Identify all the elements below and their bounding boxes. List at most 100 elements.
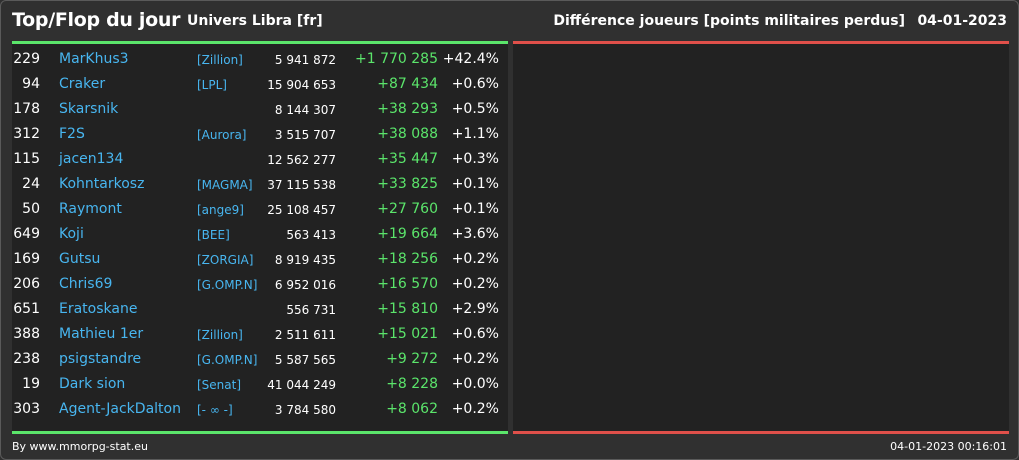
- difference-cell: +16 570: [377, 276, 438, 292]
- table-row: 19 Dark sion [Senat] 41 044 249 +8 228 +0.0%: [12, 373, 508, 398]
- table-row: 50 Raymont [ange9] 25 108 457 +27 760 +0.1%: [12, 198, 508, 223]
- rank-cell: 229: [13, 51, 40, 67]
- universe-label: Univers Libra [fr]: [187, 13, 323, 29]
- top-panel-bar-bottom: [12, 431, 508, 434]
- points-cell: 12 562 277: [267, 153, 336, 167]
- difference-cell: +33 825: [377, 176, 438, 192]
- page-title: Top/Flop du jour: [12, 9, 181, 31]
- player-name-link[interactable]: F2S: [59, 126, 85, 142]
- alliance-link[interactable]: [G.OMP.N]: [197, 278, 258, 292]
- points-cell: 5 941 872: [274, 53, 336, 67]
- rank-cell: 178: [13, 101, 40, 117]
- table-row: 94 Craker [LPL] 15 904 653 +87 434 +0.6%: [12, 73, 508, 98]
- header-date: 04-01-2023: [917, 13, 1007, 29]
- table-row: 24 Kohntarkosz [MAGMA] 37 115 538 +33 825 +0.…: [12, 173, 508, 198]
- rank-cell: 303: [13, 401, 40, 417]
- rank-cell: 651: [13, 301, 40, 317]
- alliance-link[interactable]: [MAGMA]: [197, 178, 253, 192]
- table-row: 649 Koji [BEE] 563 413 +19 664 +3.6%: [12, 223, 508, 248]
- alliance-link[interactable]: [LPL]: [197, 78, 227, 92]
- table-row: 206 Chris69 [G.OMP.N] 6 952 016 +16 570 +0.2%: [12, 273, 508, 298]
- rank-cell: 94: [22, 76, 40, 92]
- points-cell: 8 919 435: [274, 253, 336, 267]
- table-row: 229 MarKhus3 [Zillion] 5 941 872 +1 770 285 +…: [12, 48, 508, 73]
- rank-cell: 388: [13, 326, 40, 342]
- difference-cell: +8 228: [386, 376, 438, 392]
- flop-panel-bar-bottom: [513, 431, 1009, 434]
- difference-cell: +38 088: [377, 126, 438, 142]
- flop-panel-bar-top: [513, 41, 1009, 44]
- difference-cell: +27 760: [377, 201, 438, 217]
- player-name-link[interactable]: jacen134: [59, 151, 124, 167]
- player-name-link[interactable]: psigstandre: [59, 351, 142, 367]
- difference-cell: +15 021: [377, 326, 438, 342]
- player-name-link[interactable]: Agent-JackDalton: [59, 401, 181, 417]
- rank-cell: 649: [13, 226, 40, 242]
- points-cell: 3 784 580: [274, 403, 336, 417]
- difference-cell: +8 062: [386, 401, 438, 417]
- percent-cell: +0.2%: [451, 351, 499, 367]
- player-name-link[interactable]: Koji: [59, 226, 84, 242]
- alliance-link[interactable]: [ange9]: [197, 203, 244, 217]
- points-cell: 37 115 538: [267, 178, 336, 192]
- player-name-link[interactable]: Raymont: [59, 201, 122, 217]
- stat-subtitle: Différence joueurs [points militaires pe…: [553, 13, 905, 29]
- table-row: 303 Agent-JackDalton [- ∞ -] 3 784 580 +8 06…: [12, 398, 508, 423]
- points-cell: 41 044 249: [267, 378, 336, 392]
- player-name-link[interactable]: Eratoskane: [59, 301, 138, 317]
- alliance-link[interactable]: [G.OMP.N]: [197, 353, 258, 367]
- difference-cell: +15 810: [377, 301, 438, 317]
- player-name-link[interactable]: Gutsu: [59, 251, 101, 267]
- alliance-link[interactable]: [Senat]: [197, 378, 242, 392]
- table-row: 115 jacen134 12 562 277 +35 447 +0.3%: [12, 148, 508, 173]
- rank-cell: 312: [13, 126, 40, 142]
- rank-cell: 206: [13, 276, 40, 292]
- percent-cell: +0.1%: [451, 176, 499, 192]
- difference-cell: +87 434: [377, 76, 438, 92]
- difference-cell: +18 256: [377, 251, 438, 267]
- top-panel: 229 MarKhus3 [Zillion] 5 941 872 +1 770 285 +…: [12, 41, 508, 434]
- percent-cell: +42.4%: [442, 51, 499, 67]
- player-name-link[interactable]: MarKhus3: [59, 51, 129, 67]
- player-name-link[interactable]: Chris69: [59, 276, 113, 292]
- percent-cell: +1.1%: [451, 126, 499, 142]
- rank-cell: 19: [22, 376, 40, 392]
- table-row: 651 Eratoskane 556 731 +15 810 +2.9%: [12, 298, 508, 323]
- table-row: 169 Gutsu [ZORGIA] 8 919 435 +18 256 +0.2%: [12, 248, 508, 273]
- player-name-link[interactable]: Mathieu 1er: [59, 326, 144, 342]
- credit-link[interactable]: By www.mmorpg-stat.eu: [12, 440, 148, 453]
- alliance-link[interactable]: [Zillion]: [197, 328, 243, 342]
- percent-cell: +0.5%: [451, 101, 499, 117]
- alliance-link[interactable]: [BEE]: [197, 228, 230, 242]
- alliance-link[interactable]: [ZORGIA]: [197, 253, 254, 267]
- alliance-link[interactable]: [Zillion]: [197, 53, 243, 67]
- points-cell: 2 511 611: [274, 328, 336, 342]
- points-cell: 8 144 307: [274, 103, 336, 117]
- difference-cell: +1 770 285: [355, 51, 438, 67]
- difference-cell: +19 664: [377, 226, 438, 242]
- percent-cell: +0.6%: [451, 76, 499, 92]
- points-cell: 6 952 016: [274, 278, 336, 292]
- percent-cell: +3.6%: [451, 226, 499, 242]
- rank-cell: 50: [22, 201, 40, 217]
- points-cell: 556 731: [286, 303, 336, 317]
- percent-cell: +0.3%: [451, 151, 499, 167]
- percent-cell: +2.9%: [451, 301, 499, 317]
- player-name-link[interactable]: Dark sion: [59, 376, 126, 392]
- table-row: 388 Mathieu 1er [Zillion] 2 511 611 +15 021 +…: [12, 323, 508, 348]
- percent-cell: +0.0%: [451, 376, 499, 392]
- alliance-link[interactable]: [- ∞ -]: [197, 403, 233, 417]
- points-cell: 25 108 457: [267, 203, 336, 217]
- player-name-link[interactable]: Skarsnik: [59, 101, 119, 117]
- player-name-link[interactable]: Kohntarkosz: [59, 176, 145, 192]
- flop-panel: [513, 41, 1009, 434]
- alliance-link[interactable]: [Aurora]: [197, 128, 247, 142]
- points-cell: 15 904 653: [267, 78, 336, 92]
- rank-cell: 238: [13, 351, 40, 367]
- player-name-link[interactable]: Craker: [59, 76, 106, 92]
- rank-cell: 24: [22, 176, 40, 192]
- percent-cell: +0.2%: [451, 276, 499, 292]
- difference-cell: +38 293: [377, 101, 438, 117]
- percent-cell: +0.6%: [451, 326, 499, 342]
